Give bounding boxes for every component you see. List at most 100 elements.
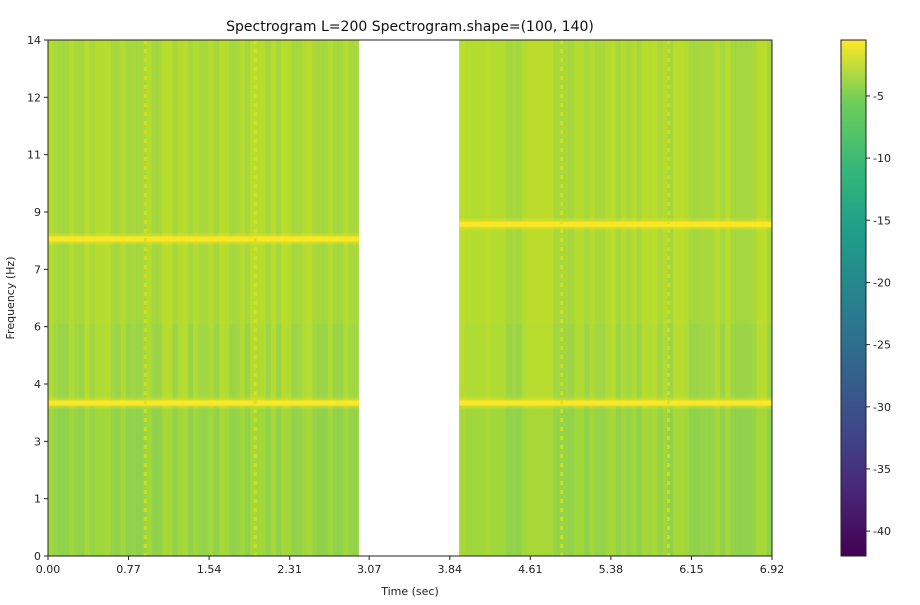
column-marker <box>253 112 257 116</box>
column-marker <box>560 436 564 440</box>
spectrogram-column <box>332 40 339 556</box>
column-marker <box>560 166 564 170</box>
column-marker <box>666 418 670 422</box>
column-marker <box>560 85 564 89</box>
spectrogram-column <box>312 40 318 556</box>
column-marker <box>666 463 670 467</box>
spectrogram-column <box>110 40 116 556</box>
column-marker <box>143 436 147 440</box>
spectrogram-column <box>63 40 70 556</box>
colorbar-tick-label: -15 <box>873 214 891 227</box>
spectrogram-column <box>115 40 122 556</box>
column-marker <box>560 463 564 467</box>
spectrogram-column <box>704 40 711 556</box>
x-tick-label: 6.92 <box>760 563 785 576</box>
spectrogram-column <box>136 40 142 556</box>
column-marker <box>253 355 257 359</box>
x-axis: 0.00 0.77 1.54 2.31 3.07 3.84 4.61 5.38 6.15 6.92 <box>36 556 785 576</box>
column-marker <box>253 94 257 98</box>
column-marker <box>560 58 564 62</box>
column-marker <box>666 202 670 206</box>
column-marker <box>666 526 670 530</box>
spectrogram-column <box>495 40 502 556</box>
column-marker <box>143 382 147 386</box>
spectrogram-column <box>693 40 700 556</box>
spectrogram-column <box>234 40 241 556</box>
x-tick-label: 5.38 <box>599 563 624 576</box>
spectrogram-column <box>615 40 622 556</box>
column-marker <box>253 418 257 422</box>
column-marker <box>253 49 257 53</box>
column-marker <box>143 103 147 107</box>
spectrogram-column <box>327 40 334 556</box>
spectrogram-column <box>203 40 210 556</box>
column-marker <box>143 166 147 170</box>
spectrogram-column <box>480 40 486 556</box>
spectrogram-column <box>343 40 349 556</box>
column-marker <box>253 472 257 476</box>
column-marker <box>560 211 564 215</box>
spectrogram-column <box>68 40 75 556</box>
spectrogram-column <box>244 40 251 556</box>
spectrogram-column <box>667 40 674 556</box>
spectrogram-column <box>652 40 658 556</box>
column-marker <box>666 364 670 368</box>
column-marker <box>253 256 257 260</box>
column-marker <box>143 472 147 476</box>
column-marker <box>666 256 670 260</box>
column-marker <box>253 184 257 188</box>
spectrogram-column <box>125 40 132 556</box>
spectrogram-column <box>317 40 324 556</box>
column-marker <box>666 355 670 359</box>
spectrogram-column <box>58 40 65 556</box>
spectrogram-column <box>260 40 267 556</box>
column-marker <box>666 310 670 314</box>
spectrogram-column <box>714 40 721 556</box>
column-marker <box>143 337 147 341</box>
spectrogram-column <box>301 40 308 556</box>
column-marker <box>666 328 670 332</box>
column-marker <box>143 481 147 485</box>
spectrogram-column <box>511 40 518 556</box>
column-marker <box>253 373 257 377</box>
colorbar-tick-label: -35 <box>873 463 891 476</box>
column-marker <box>143 508 147 512</box>
spectrogram-column <box>719 40 726 556</box>
column-marker <box>253 229 257 233</box>
spectrogram-column <box>558 40 565 556</box>
column-marker <box>666 490 670 494</box>
column-marker <box>253 445 257 449</box>
column-marker <box>253 139 257 143</box>
column-marker <box>143 193 147 197</box>
column-marker <box>666 40 670 44</box>
column-marker <box>560 517 564 521</box>
colorbar-tick-label: -5 <box>873 90 884 103</box>
column-marker <box>666 148 670 152</box>
x-tick-label: 0.00 <box>36 563 61 576</box>
column-marker <box>666 409 670 413</box>
column-marker <box>560 301 564 305</box>
column-marker <box>143 274 147 278</box>
spectrogram-column <box>270 40 277 556</box>
column-marker <box>143 121 147 125</box>
column-marker <box>253 166 257 170</box>
column-marker <box>560 472 564 476</box>
spectrogram-column <box>573 40 580 556</box>
spectrogram-column <box>239 40 246 556</box>
spectrogram-column <box>120 40 127 556</box>
upper-energy-tint <box>459 40 772 324</box>
spectrogram-column <box>198 40 204 556</box>
column-marker <box>253 427 257 431</box>
frequency-band <box>459 400 772 406</box>
y-tick-label: 0 <box>34 550 41 563</box>
spectrogram-column <box>631 40 638 556</box>
x-tick-label: 6.15 <box>679 563 704 576</box>
spectrogram-column <box>699 40 705 556</box>
spectrogram-column <box>751 40 757 556</box>
column-marker <box>560 256 564 260</box>
column-marker <box>560 544 564 548</box>
spectrogram-column <box>104 40 111 556</box>
column-marker <box>560 247 564 251</box>
spectrogram-column <box>516 40 523 556</box>
column-marker <box>666 499 670 503</box>
